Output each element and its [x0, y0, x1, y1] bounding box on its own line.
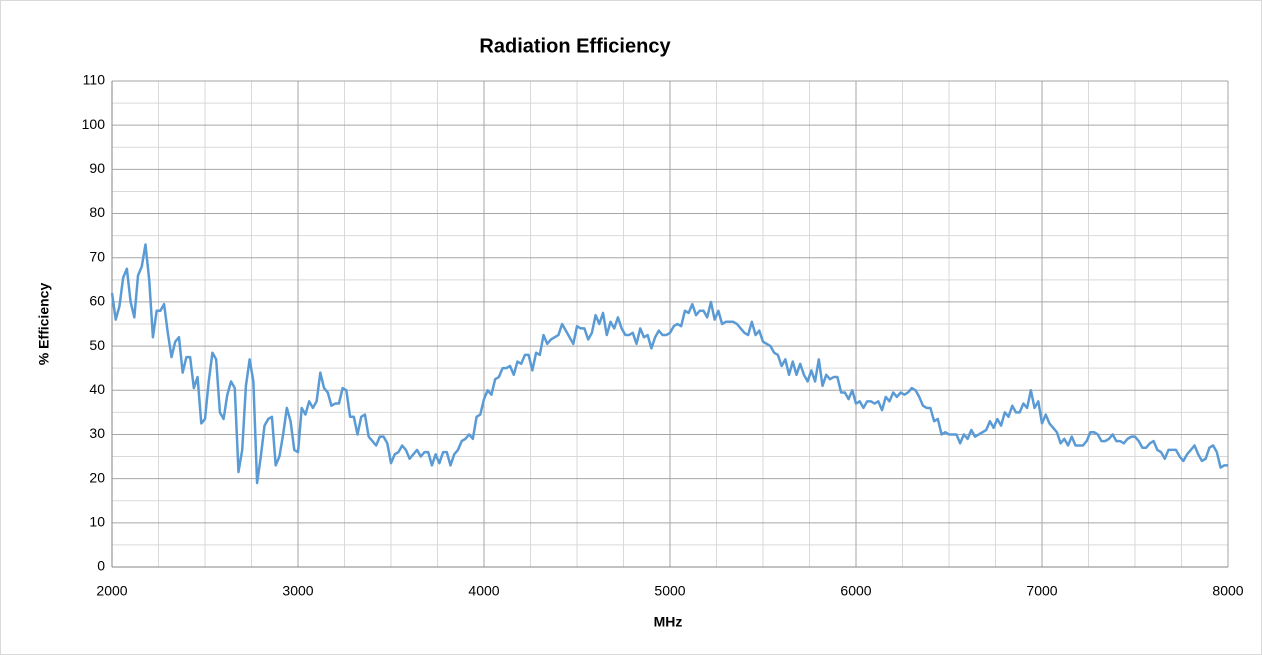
y-tick-label: 30	[89, 425, 105, 441]
y-tick-label: 80	[89, 204, 105, 220]
x-tick-label: 8000	[1212, 583, 1243, 599]
x-tick-label: 7000	[1026, 583, 1057, 599]
chart-title: Radiation Efficiency	[479, 35, 671, 57]
y-tick-label: 10	[89, 514, 105, 530]
x-axis-label: MHz	[654, 614, 683, 630]
y-tick-label: 60	[89, 293, 105, 309]
x-tick-label: 6000	[840, 583, 871, 599]
x-tick-label: 4000	[468, 583, 499, 599]
y-tick-label: 0	[97, 558, 105, 574]
y-tick-label: 20	[89, 469, 105, 485]
data-line	[110, 243, 1228, 485]
y-tick-label: 70	[89, 248, 105, 264]
x-tick-label: 5000	[654, 583, 685, 599]
y-tick-label: 100	[82, 116, 106, 132]
y-tick-label: 40	[89, 381, 105, 397]
y-tick-label: 110	[83, 72, 106, 88]
y-axis-label: % Efficiency	[36, 283, 52, 366]
x-tick-label: 2000	[96, 583, 127, 599]
x-tick-label: 3000	[282, 583, 313, 599]
y-tick-label: 50	[89, 337, 105, 353]
y-tick-label: 90	[89, 160, 105, 176]
